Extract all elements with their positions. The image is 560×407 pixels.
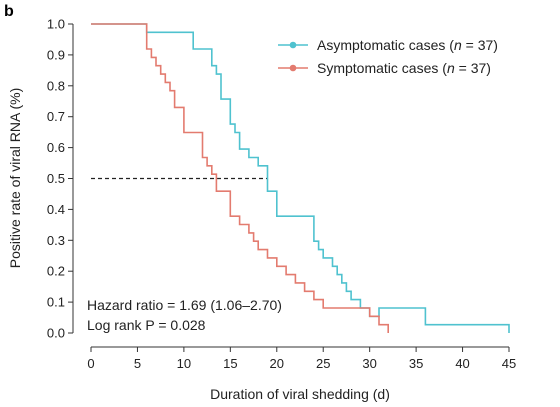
legend-label-n: n [447,60,455,76]
legend-label-prefix: Symptomatic cases ( [317,60,447,76]
y-tick-label: 0.8 [47,78,65,93]
panel-label: b [4,3,14,20]
legend-label-prefix: Asymptomatic cases ( [317,37,454,53]
y-tick-label: 0.0 [47,326,65,341]
x-tick-label: 15 [223,356,237,371]
annotations: Hazard ratio = 1.69 (1.06–2.70) Log rank … [87,297,282,333]
x-tick-label: 5 [134,356,141,371]
legend-label-suffix: = 37) [455,60,491,76]
y-tick-label: 0.9 [47,47,65,62]
legend-label-n: n [454,37,462,53]
y-tick-label: 0.5 [47,171,65,186]
legend-label-0: Asymptomatic cases (n = 37) [317,37,498,53]
y-tick-label: 0.4 [47,202,65,217]
x-tick-label: 45 [502,356,516,371]
legend-marker-1 [289,64,297,72]
series-line-1 [91,23,389,333]
x-tick-label: 0 [87,356,94,371]
axes: 0.0 0.1 0.2 0.3 0.4 0.5 0.6 0.7 0.8 0.9 1.0 0 5 10 15 2… [47,17,516,372]
y-tick-label: 0.6 [47,140,65,155]
legend-label-suffix: = 37) [462,37,498,53]
y-tick-label: 0.1 [47,295,65,310]
x-axis-label: Duration of viral shedding (d) [210,386,390,402]
x-tick-label: 30 [362,356,376,371]
x-tick-label: 40 [455,356,469,371]
y-tick-label: 0.3 [47,233,65,248]
legend: Asymptomatic cases (n = 37)Symptomatic c… [278,37,498,76]
y-tick-label: 0.2 [47,264,65,279]
log-rank-annotation: Log rank P = 0.028 [87,317,206,333]
plot-area [91,23,510,333]
x-tick-label: 25 [316,356,330,371]
hazard-ratio-annotation: Hazard ratio = 1.69 (1.06–2.70) [87,297,282,313]
legend-label-1: Symptomatic cases (n = 37) [317,60,491,76]
x-tick-label: 20 [270,356,284,371]
x-tick-label: 35 [409,356,423,371]
y-tick-label: 1.0 [47,17,65,32]
series-line-0 [91,23,510,333]
x-tick-label: 10 [177,356,191,371]
legend-marker-0 [289,41,297,49]
y-tick-label: 0.7 [47,109,65,124]
y-axis-label: Positive rate of viral RNA (%) [7,88,23,269]
